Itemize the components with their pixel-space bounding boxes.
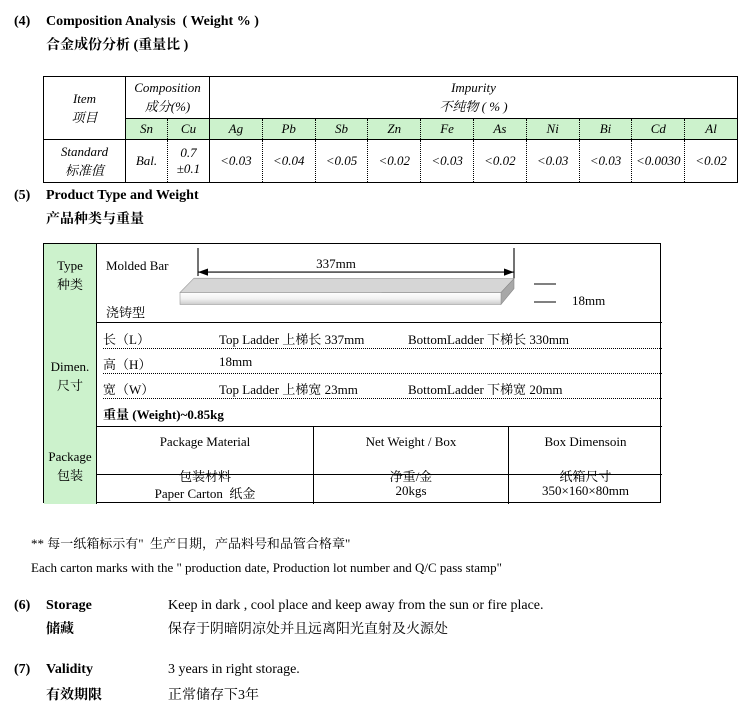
svg-text:337mm: 337mm [316, 256, 356, 271]
